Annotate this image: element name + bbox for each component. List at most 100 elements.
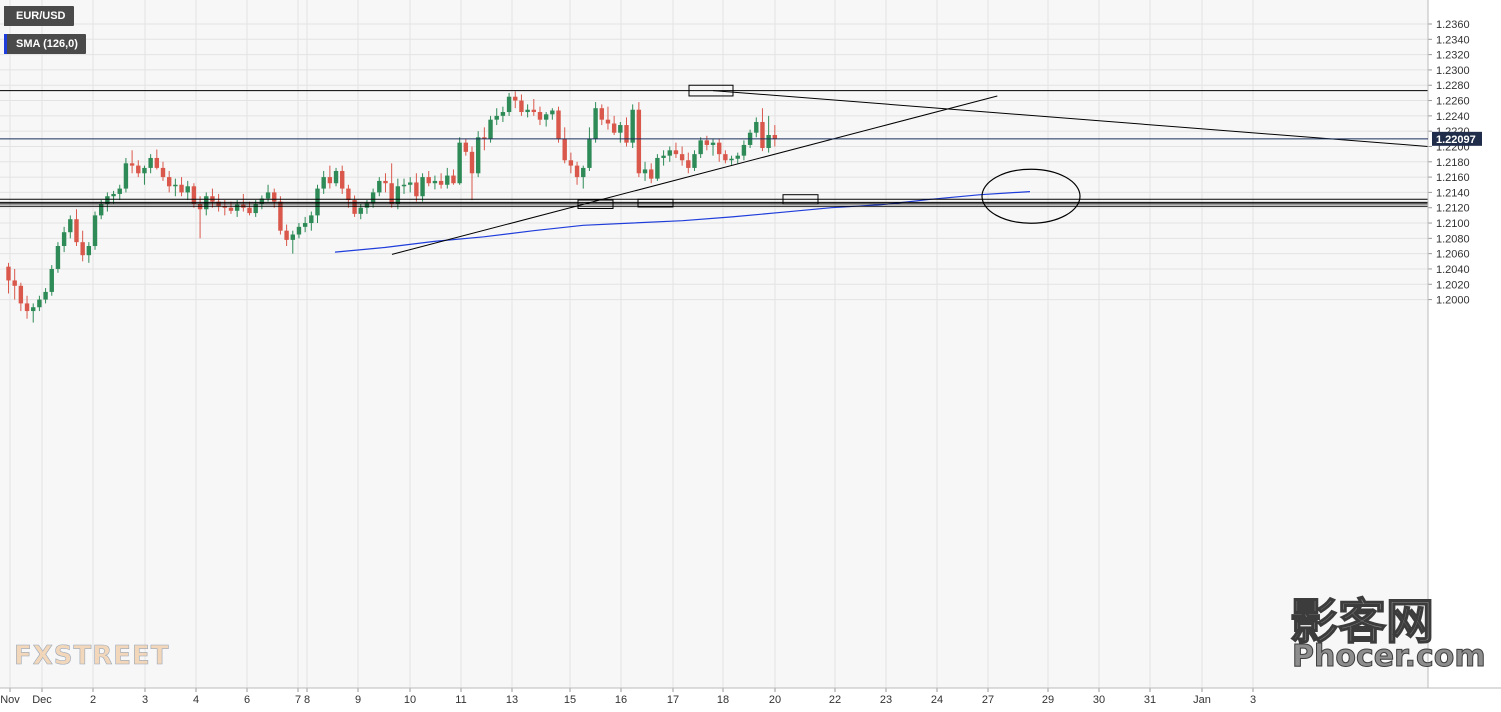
- x-tick-label: 23: [880, 694, 892, 706]
- candle-body: [494, 115, 499, 120]
- candle-body: [272, 192, 277, 202]
- candle-body: [457, 142, 462, 184]
- candle-body: [420, 177, 425, 197]
- candle-body: [729, 158, 734, 161]
- candle-body: [717, 142, 722, 155]
- candle-body: [463, 142, 469, 152]
- candle-body: [290, 234, 295, 240]
- watermark-fxstreet: FXSTREET: [14, 641, 169, 672]
- candle-body: [123, 163, 129, 189]
- x-tick-label: 13: [506, 694, 518, 706]
- candle-body: [438, 180, 444, 185]
- symbol-tag[interactable]: EUR/USD: [4, 6, 74, 26]
- candle-body: [692, 154, 697, 168]
- candle-body: [352, 200, 357, 214]
- x-tick-label: 7: [295, 694, 301, 706]
- candle-body: [166, 177, 172, 187]
- candle-body: [568, 160, 574, 166]
- x-tick-label: 9: [355, 694, 361, 706]
- candle-body: [760, 121, 765, 149]
- y-tick-label: 1.2280: [1436, 80, 1470, 92]
- candle-body: [445, 175, 450, 185]
- watermark-cn-text: 影客网: [1290, 594, 1434, 650]
- drawings: [0, 84, 1429, 255]
- candle-body: [525, 109, 530, 113]
- candle-body: [185, 186, 190, 193]
- candle-body: [61, 232, 67, 246]
- candle-body: [414, 182, 419, 197]
- candle-body: [426, 177, 431, 184]
- candle-body: [488, 119, 493, 139]
- candle-body: [278, 201, 283, 231]
- candle-body: [723, 154, 728, 161]
- candle-body: [655, 157, 660, 179]
- candle-body: [105, 196, 110, 204]
- candle-body: [741, 144, 747, 156]
- sma-tag[interactable]: SMA (126,0): [4, 34, 86, 54]
- candle-body: [296, 226, 302, 235]
- x-tick-label: Dec: [32, 694, 52, 706]
- current-price-marker: 1.22097: [0, 131, 1482, 146]
- sma-layer: [334, 191, 1031, 253]
- y-tick-label: 1.2260: [1436, 96, 1470, 108]
- candle-body: [24, 303, 30, 312]
- candle-body: [364, 203, 370, 208]
- ascending-trendline: [391, 95, 998, 255]
- symbol-label: EUR/USD: [16, 10, 66, 22]
- current-price-value: 1.22097: [1436, 134, 1476, 146]
- highlight-box-low-2: [637, 198, 674, 208]
- y-tick-label: 1.2120: [1436, 203, 1470, 215]
- candle-body: [179, 184, 184, 193]
- candle-body: [686, 160, 691, 168]
- candle-body: [6, 266, 11, 281]
- candle-body: [160, 167, 166, 178]
- grid: [0, 0, 1428, 688]
- candle-body: [74, 219, 79, 243]
- candle-body: [142, 167, 147, 174]
- candle-body: [148, 157, 153, 168]
- highlight-ellipse: [981, 168, 1081, 224]
- candle-body: [18, 285, 24, 304]
- y-tick-label: 1.2360: [1436, 19, 1470, 31]
- y-tick-label: 1.2080: [1436, 233, 1470, 245]
- candle-body: [482, 137, 487, 139]
- y-tick-label: 1.2100: [1436, 218, 1470, 230]
- x-tick-label: 30: [1093, 694, 1105, 706]
- candle-body: [537, 112, 543, 120]
- candle-body: [80, 242, 85, 256]
- candle-body: [154, 157, 160, 168]
- candle-body: [43, 291, 48, 300]
- x-tick-label: 31: [1144, 694, 1156, 706]
- candle-body: [340, 170, 345, 189]
- candle-body: [111, 193, 116, 197]
- candle-body: [136, 165, 141, 174]
- descending-trendline: [712, 90, 1429, 147]
- candle-body: [704, 140, 710, 145]
- y-tick-label: 1.2000: [1436, 295, 1470, 307]
- candle-body: [500, 112, 506, 116]
- candle-body: [31, 307, 36, 312]
- candle-body: [599, 108, 604, 120]
- candle-body: [408, 182, 413, 185]
- highlight-box-low-3: [782, 194, 819, 205]
- x-tick-label: 17: [667, 694, 679, 706]
- candle-body: [735, 155, 740, 159]
- x-tick-label: 18: [717, 694, 729, 706]
- candle-body: [649, 169, 654, 179]
- candle-body: [611, 123, 617, 133]
- candle-body: [253, 203, 258, 214]
- x-tick-label: 2: [90, 694, 96, 706]
- watermark-phocer: 影客网 Phocer.com: [1289, 593, 1486, 674]
- candle-body: [531, 109, 536, 113]
- candle-body: [506, 96, 512, 113]
- plot-background: [0, 0, 1428, 688]
- candle-body: [543, 114, 549, 120]
- x-axis: Nov Dec 2 3 4 6 7 8 9 10 11 13 15 16 17 18 20 22 23 24 27 29 3…: [0, 687, 1501, 706]
- candle-body: [321, 177, 326, 189]
- x-tick-label: 15: [564, 694, 576, 706]
- y-tick-label: 1.2020: [1436, 279, 1470, 291]
- sma-swatch: [4, 34, 7, 54]
- x-tick-label: 27: [982, 694, 994, 706]
- candle-body: [624, 125, 629, 143]
